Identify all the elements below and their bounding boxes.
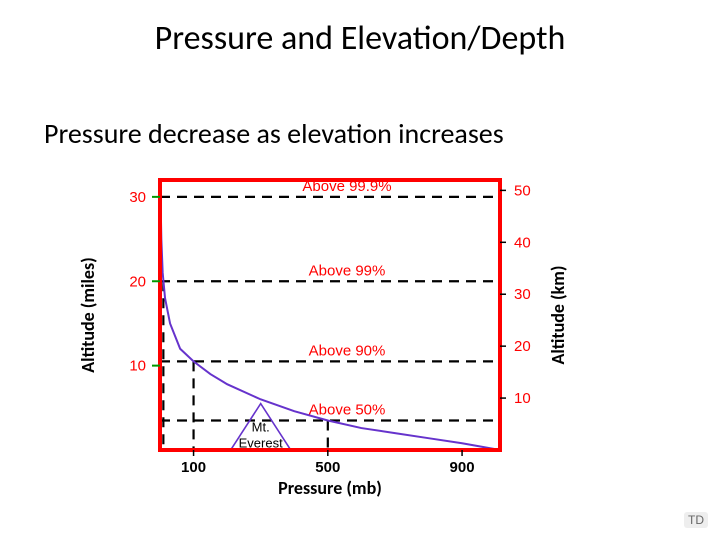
xtick-label-500: 500 <box>315 459 340 476</box>
y-axis-right-label: Altitude (km) <box>547 265 569 364</box>
subtitle: Pressure decrease as elevation increases <box>44 116 504 151</box>
ytick-right-label-40: 40 <box>514 234 531 251</box>
ytick-right-label-20: 20 <box>514 338 531 355</box>
pressure-altitude-chart: Above 99.9%Above 99%Above 90%Above 50%Mt… <box>60 160 620 500</box>
y-axis-left-label: Altitude (miles) <box>77 257 99 373</box>
x-axis-label: Pressure (mb) <box>278 477 382 499</box>
ytick-right-label-10: 10 <box>514 390 531 407</box>
dash-label-1: Above 99% <box>309 262 386 279</box>
dash-label-2: Above 90% <box>309 342 386 359</box>
everest-label-1: Mt. <box>252 420 270 435</box>
chart-svg: Above 99.9%Above 99%Above 90%Above 50%Mt… <box>60 160 620 500</box>
ytick-right-label-50: 50 <box>514 182 531 199</box>
xtick-label-100: 100 <box>181 459 206 476</box>
ytick-left-label-10: 10 <box>129 358 146 375</box>
ytick-left-label-30: 30 <box>129 189 146 206</box>
dash-label-3: Above 50% <box>309 401 386 418</box>
xtick-label-900: 900 <box>450 459 475 476</box>
ytick-left-label-20: 20 <box>129 273 146 290</box>
page-title: Pressure and Elevation/Depth <box>0 18 720 59</box>
watermark: TD <box>684 512 708 528</box>
ytick-right-label-30: 30 <box>514 286 531 303</box>
